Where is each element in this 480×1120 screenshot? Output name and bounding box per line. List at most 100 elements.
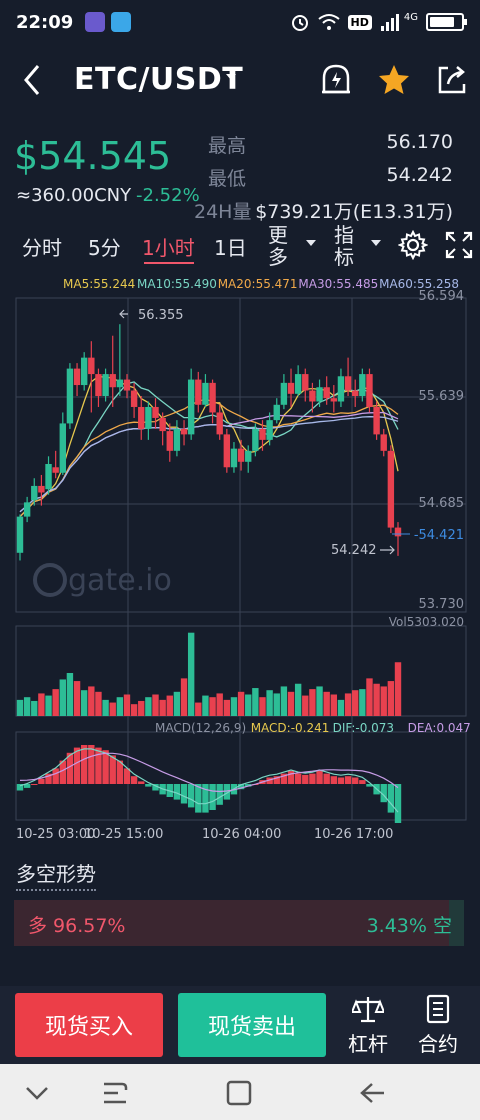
spot-buy-button[interactable]: 现货买入 [15, 993, 163, 1057]
price-axis: 56.594 55.639 54.685 53.730 [419, 289, 465, 612]
volume-bar [202, 695, 209, 716]
macd-bar [138, 781, 145, 784]
candle-body [95, 374, 102, 397]
recents-icon[interactable] [100, 1078, 130, 1108]
volume-bar [173, 691, 181, 716]
candle-body [216, 412, 223, 435]
volume-bar [366, 678, 373, 716]
volume-bar [52, 689, 59, 716]
macd-bar [88, 745, 95, 784]
candle-body [245, 450, 252, 462]
ma-legend-item: MA60:55.258 [379, 277, 459, 291]
volume-bar [180, 678, 188, 716]
fullscreen-icon[interactable] [444, 230, 474, 260]
macd-bar [302, 774, 309, 784]
sentiment-bar: 多 96.57% 3.43% 空 [14, 900, 464, 946]
candle-body [366, 374, 373, 407]
macd-bar [387, 784, 395, 813]
nav-bar: ETC/USDT [0, 50, 480, 110]
candle-body [252, 428, 259, 451]
candle-body [123, 379, 131, 391]
volume-bar [280, 686, 288, 716]
tab-timeline[interactable]: 分时 [22, 236, 62, 260]
pair-title[interactable]: ETC/USDT [74, 62, 244, 97]
volume-bar [259, 697, 266, 716]
time-tick: 10-25 15:00 [84, 827, 163, 842]
ma-line-30 [19, 411, 399, 513]
candle-body [266, 420, 273, 440]
candle-body [145, 406, 152, 429]
volume-bar [80, 690, 88, 716]
volume-bar [387, 681, 395, 716]
candle-body [394, 527, 402, 537]
candle-body [45, 463, 52, 490]
tab-1hour[interactable]: 1小时 [142, 236, 195, 260]
pair-dropdown-caret[interactable] [226, 74, 236, 80]
watermark-text: gate.io [68, 563, 172, 598]
volume-bar [337, 699, 345, 716]
high-label: 最高 [208, 135, 247, 157]
macd-bar [31, 784, 38, 785]
tab-5min[interactable]: 5分 [88, 236, 121, 260]
volume-bar [216, 693, 223, 716]
macd-legend-item: MACD:-0.241 [251, 721, 330, 735]
home-icon[interactable] [224, 1078, 254, 1108]
candle-body [187, 379, 195, 435]
time-tick: 10-26 17:00 [314, 827, 393, 842]
contract-button[interactable]: 合约 [408, 994, 468, 1058]
gear-icon[interactable] [398, 230, 428, 260]
back-arrow-icon[interactable] [18, 62, 50, 98]
macd-bar [109, 755, 116, 784]
candle-body [237, 448, 245, 462]
candle-body [316, 387, 323, 402]
alert-bell-icon[interactable] [318, 62, 354, 98]
volume-bar [23, 697, 31, 716]
time-tick: 10-26 04:00 [202, 827, 281, 842]
volume-bar [237, 691, 245, 716]
current-price-label: -54.421 [414, 528, 464, 543]
volume-bar [266, 690, 273, 716]
ma-legend-item: MA30:55.485 [298, 277, 378, 291]
volume-bar [352, 690, 359, 716]
chevron-down-icon[interactable] [22, 1078, 52, 1108]
volume-bar [195, 702, 202, 716]
volume-bar [109, 702, 116, 716]
candle-body [159, 417, 166, 432]
interval-tabs: 分时 5分 1小时 1日 更多 指标 [0, 222, 480, 270]
volume-bar [287, 691, 295, 716]
spot-sell-button[interactable]: 现货卖出 [178, 993, 326, 1057]
macd-bar [237, 784, 245, 790]
tab-indicator[interactable]: 指标 [334, 224, 356, 268]
candle-body [287, 382, 295, 394]
candle-body [59, 423, 66, 473]
tab-1day[interactable]: 1日 [214, 236, 247, 260]
favorite-star-icon[interactable] [376, 62, 412, 98]
price-cny: ≈360.00CNY [16, 185, 132, 206]
low-value: 54.242 [386, 164, 453, 186]
status-time: 22:09 [16, 11, 74, 33]
volume-bar [359, 689, 366, 716]
candle-body [52, 467, 59, 473]
short-share-label: 3.43% 空 [366, 915, 452, 937]
share-icon[interactable] [434, 62, 470, 98]
tab-indicator-line1: 指 [334, 223, 354, 247]
volume-bar [59, 679, 66, 716]
candlestick-chart[interactable]: MA5:55.244 MA10:55.490 MA20:55.471 MA30:55.… [0, 272, 480, 842]
candle-body [66, 368, 74, 424]
macd-bar [366, 784, 373, 787]
candle-body [109, 374, 116, 388]
macd-bar [337, 777, 345, 784]
volume-bar [245, 694, 252, 716]
volume-bar [209, 697, 216, 716]
candle-body [152, 406, 159, 418]
min-marker-label: 54.242 [331, 543, 377, 558]
tab-more-line1: 更 [268, 223, 288, 247]
back-icon[interactable] [358, 1078, 388, 1108]
macd-bar [38, 778, 45, 784]
volume-bar [294, 683, 302, 716]
volume-bar [166, 695, 173, 716]
leverage-button[interactable]: 杠杆 [338, 994, 398, 1058]
candle-body [359, 374, 366, 397]
volume-bar [123, 694, 131, 716]
tab-more[interactable]: 更多 [268, 224, 290, 268]
